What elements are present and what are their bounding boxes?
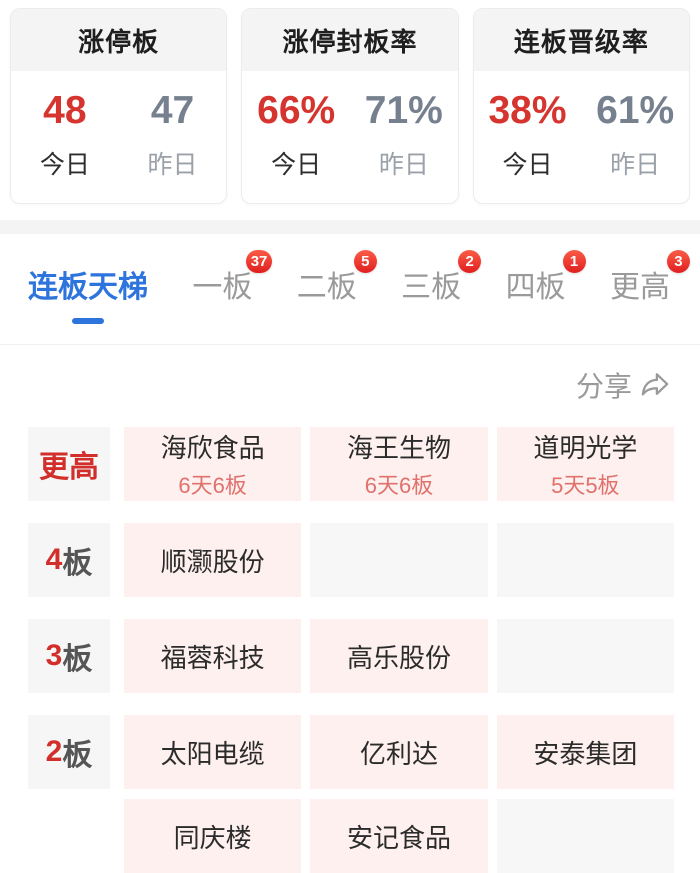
tab-board-3[interactable]: 三板 2 bbox=[401, 250, 482, 306]
ladder-row: 4 板 顺灏股份 bbox=[28, 523, 674, 597]
stock-name: 亿利达 bbox=[359, 738, 438, 769]
tab-badge: 5 bbox=[353, 250, 377, 273]
empty-cell bbox=[310, 523, 488, 597]
tab-label: 一板 bbox=[192, 271, 253, 304]
row-label-red: 4 bbox=[45, 543, 63, 576]
stat-card-body: 48 今日 47 昨日 bbox=[11, 71, 226, 203]
stat-today-col: 48 今日 bbox=[11, 89, 119, 181]
section-divider bbox=[0, 220, 700, 234]
stat-today-label: 今日 bbox=[271, 151, 322, 179]
ladder-row-label bbox=[28, 799, 110, 873]
stat-yesterday-label: 昨日 bbox=[147, 151, 198, 179]
stock-name: 海王生物 bbox=[346, 433, 451, 463]
tab-label: 更高 bbox=[609, 271, 670, 304]
stat-today-col: 38% 今日 bbox=[474, 89, 582, 181]
share-button[interactable]: 分享 bbox=[0, 345, 700, 421]
stat-today-value: 66% bbox=[257, 89, 336, 132]
row-label-red: 更高 bbox=[39, 451, 99, 484]
stock-streak-label: 6天6板 bbox=[178, 473, 247, 498]
stock-name: 海欣食品 bbox=[160, 433, 265, 463]
stat-card-title: 涨停板 bbox=[11, 9, 227, 71]
stock-streak-label: 6天6板 bbox=[364, 473, 434, 498]
tab-label: 三板 bbox=[401, 271, 462, 304]
row-label-red: 3 bbox=[45, 639, 63, 672]
stock-cell[interactable]: 太阳电缆 bbox=[124, 715, 302, 789]
stock-cell[interactable]: 道明光学 5天5板 bbox=[496, 427, 674, 501]
stat-yesterday-col: 61% 昨日 bbox=[581, 89, 689, 181]
stock-cell[interactable]: 海欣食品 6天6板 bbox=[124, 427, 302, 501]
stat-yesterday-value: 71% bbox=[364, 89, 443, 132]
empty-cell bbox=[496, 799, 674, 873]
active-tab-underline bbox=[72, 318, 104, 324]
stock-streak-label: 5天5板 bbox=[551, 473, 620, 498]
ladder-row: 3 板 福蓉科技 高乐股份 bbox=[28, 619, 674, 693]
row-label-dark: 板 bbox=[62, 643, 93, 676]
tab-label: 连板天梯 bbox=[28, 271, 148, 304]
stat-yesterday-label: 昨日 bbox=[610, 151, 661, 179]
stock-name: 顺灏股份 bbox=[160, 546, 265, 577]
stock-name: 同庆楼 bbox=[173, 822, 252, 853]
tab-board-5[interactable]: 更高 3 bbox=[609, 250, 690, 306]
stat-yesterday-col: 47 昨日 bbox=[119, 89, 227, 181]
tab-label: 四板 bbox=[505, 271, 566, 304]
stock-cell[interactable]: 同庆楼 bbox=[124, 799, 302, 873]
share-arrow-icon bbox=[640, 371, 670, 399]
ladder-row: 同庆楼 安记食品 bbox=[28, 799, 674, 873]
stat-yesterday-col: 71% 昨日 bbox=[350, 89, 458, 181]
stock-name: 安记食品 bbox=[346, 822, 451, 853]
row-label-dark: 板 bbox=[62, 547, 93, 580]
stock-name: 福蓉科技 bbox=[160, 642, 265, 673]
stat-today-label: 今日 bbox=[502, 151, 553, 179]
stock-cell[interactable]: 安记食品 bbox=[310, 799, 488, 873]
stat-yesterday-label: 昨日 bbox=[378, 151, 429, 179]
empty-cell bbox=[496, 619, 674, 693]
stock-cell[interactable]: 福蓉科技 bbox=[124, 619, 302, 693]
stock-cell[interactable]: 亿利达 bbox=[310, 715, 488, 789]
stock-cell[interactable]: 高乐股份 bbox=[310, 619, 488, 693]
stock-name: 道明光学 bbox=[533, 433, 638, 463]
stat-card: 涨停板 48 今日 47 昨日 bbox=[10, 8, 228, 204]
stat-card-body: 38% 今日 61% 昨日 bbox=[474, 71, 689, 203]
empty-cell bbox=[496, 523, 674, 597]
stat-yesterday-value: 47 bbox=[150, 89, 195, 132]
stock-cell[interactable]: 顺灏股份 bbox=[124, 523, 302, 597]
stat-today-value: 38% bbox=[488, 89, 567, 132]
tab-badge: 2 bbox=[458, 250, 482, 273]
tab-board-1[interactable]: 一板 37 bbox=[192, 250, 273, 306]
stat-today-label: 今日 bbox=[39, 151, 90, 179]
stat-yesterday-value: 61% bbox=[596, 89, 675, 132]
ladder-row-label: 更高 bbox=[28, 427, 110, 501]
board-tabs: 连板天梯 一板 37 二板 5 三板 2 四板 1 更高 3 bbox=[0, 234, 700, 345]
stat-card-title: 涨停封板率 bbox=[242, 9, 458, 71]
stat-card: 涨停封板率 66% 今日 71% 昨日 bbox=[241, 8, 459, 204]
tab-badge: 1 bbox=[562, 250, 586, 273]
tab-badge: 37 bbox=[245, 250, 273, 273]
ladder-grid: 更高 海欣食品 6天6板 海王生物 6天6板 道明光学 5天5板 4 板顺灏股份 3 板福蓉科技 高乐… bbox=[0, 421, 700, 873]
tab-badge: 3 bbox=[666, 250, 690, 273]
stat-card: 连板晋级率 38% 今日 61% 昨日 bbox=[472, 8, 690, 204]
tab-board-2[interactable]: 二板 5 bbox=[296, 250, 377, 306]
stock-name: 太阳电缆 bbox=[160, 738, 265, 769]
stat-today-value: 48 bbox=[43, 89, 87, 132]
share-label: 分享 bbox=[575, 371, 632, 402]
stat-card-body: 66% 今日 71% 昨日 bbox=[242, 71, 457, 203]
stat-today-col: 66% 今日 bbox=[242, 89, 350, 181]
stock-name: 安泰集团 bbox=[533, 738, 638, 769]
stock-cell[interactable]: 海王生物 6天6板 bbox=[310, 427, 488, 501]
row-label-dark: 板 bbox=[62, 739, 93, 772]
tab-board-4[interactable]: 四板 1 bbox=[505, 250, 586, 306]
stock-cell[interactable]: 安泰集团 bbox=[496, 715, 674, 789]
stock-name: 高乐股份 bbox=[346, 642, 451, 673]
tab-active-ladder[interactable]: 连板天梯 bbox=[28, 262, 148, 324]
stat-card-title: 连板晋级率 bbox=[473, 9, 689, 71]
ladder-row: 2 板 太阳电缆 亿利达 安泰集团 bbox=[28, 715, 674, 789]
tab-label: 二板 bbox=[296, 271, 357, 304]
row-label-red: 2 bbox=[45, 735, 63, 768]
ladder-row: 更高 海欣食品 6天6板 海王生物 6天6板 道明光学 5天5板 bbox=[28, 427, 674, 501]
stat-cards-row: 涨停板 48 今日 47 昨日 涨停封板率 66% 今日 71% 昨日 连板晋级率 38% 今日 61% 昨… bbox=[0, 0, 700, 204]
